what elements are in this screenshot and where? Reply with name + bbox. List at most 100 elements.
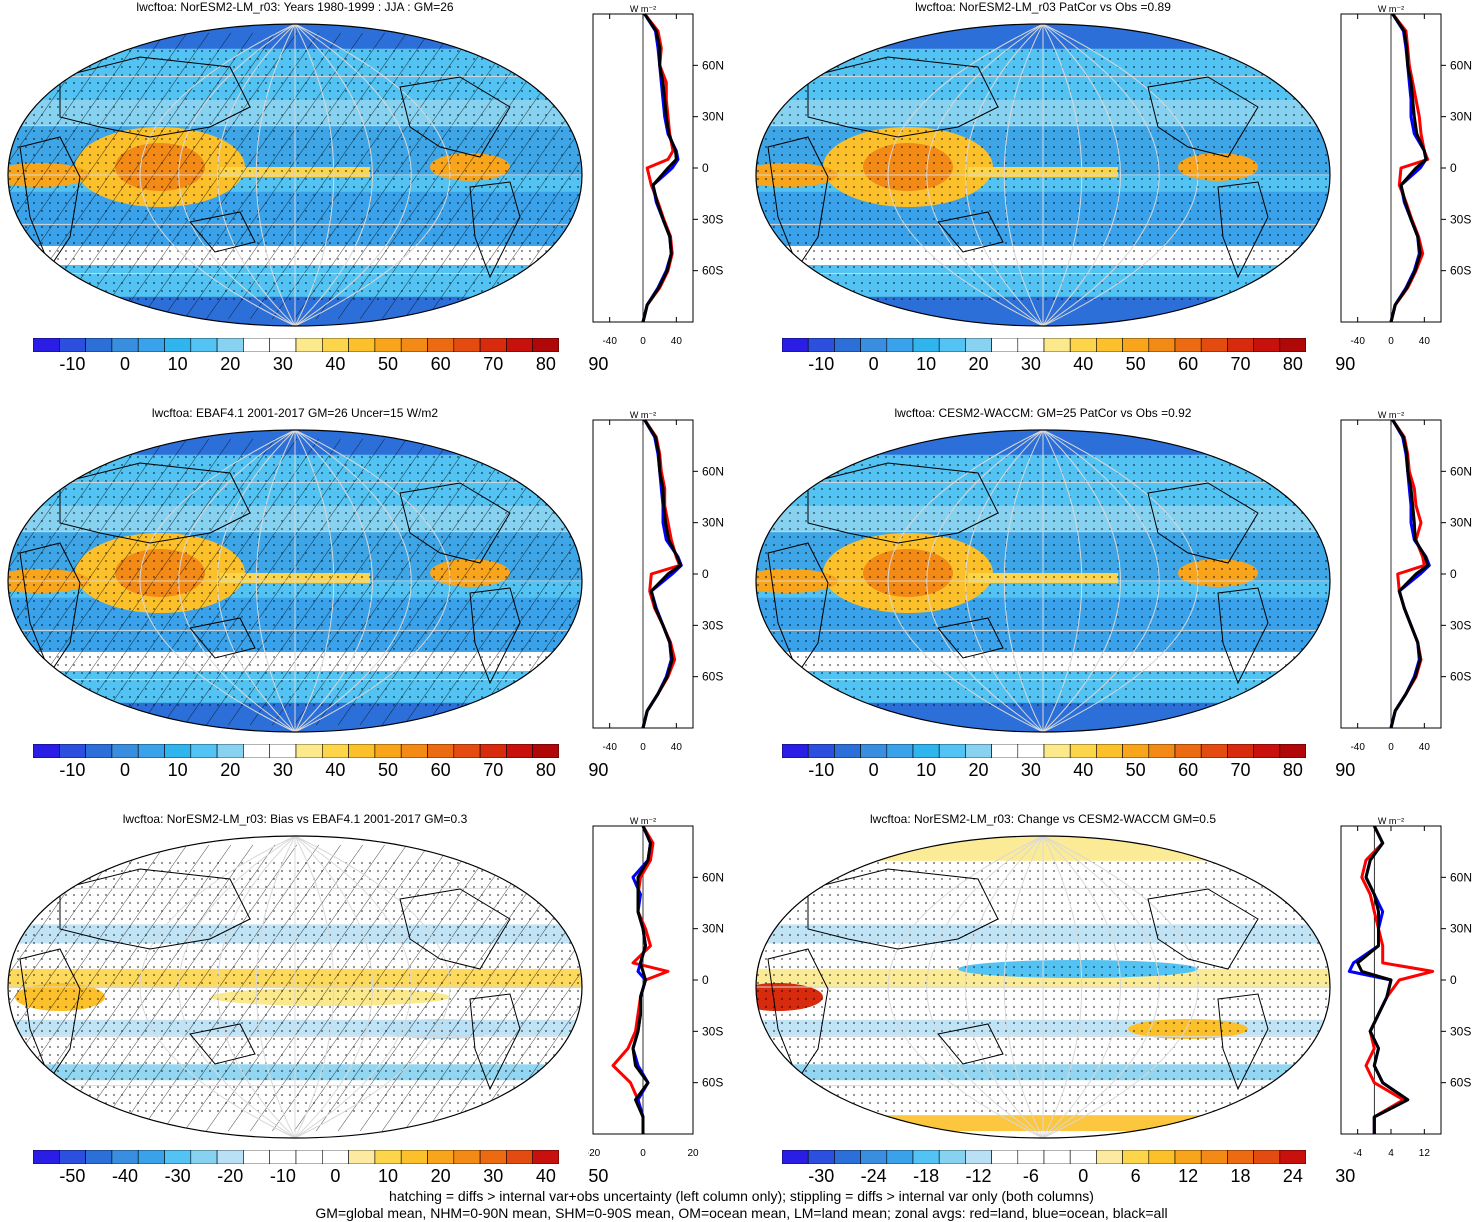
colorbar-swatch xyxy=(137,744,165,758)
panel-title: lwcftoa: EBAF4.1 2001-2017 GM=26 Uncer=1… xyxy=(151,406,439,420)
colorbar-swatch xyxy=(886,1150,914,1164)
colorbar-tick-label: -30 xyxy=(164,1166,191,1186)
x-tick-label: 0 xyxy=(640,1148,646,1159)
colorbar-tick-label: -50 xyxy=(59,1166,86,1186)
colorbar-tick-label: 80 xyxy=(1282,354,1303,374)
zonal-series-land xyxy=(1389,13,1430,323)
colorbar-swatch xyxy=(269,744,297,758)
graticule-lon xyxy=(294,836,335,1138)
coastline xyxy=(189,211,256,253)
colorbar-swatch xyxy=(85,744,113,758)
colorbar-swatch xyxy=(216,338,244,352)
colorbar-tick-label: 18 xyxy=(1230,1166,1251,1186)
panel-3: lwcftoa: CESM2-WACCM: GM=25 PatCor vs Ob… xyxy=(748,406,1483,814)
map-border xyxy=(7,835,583,1139)
zonal-series-land xyxy=(611,825,670,1134)
colorbar-tick-label: 90 xyxy=(1335,354,1356,374)
lat-label: 30S xyxy=(702,212,723,226)
colorbar-swatch xyxy=(1148,338,1176,352)
colorbar-swatch xyxy=(1174,338,1202,352)
graticule-lon xyxy=(926,430,1044,732)
lat-label: 30S xyxy=(1450,618,1471,632)
graticule-lon xyxy=(1003,836,1044,1138)
colorbar-swatch xyxy=(33,1150,60,1164)
colorbar-swatch xyxy=(400,1150,428,1164)
zonal-series-all xyxy=(1389,13,1428,323)
colorbar-tick-label: 50 xyxy=(378,760,399,780)
x-tick-label: 0 xyxy=(1388,742,1394,753)
lat-label: 0 xyxy=(702,567,709,581)
coastline xyxy=(399,482,511,564)
colorbar xyxy=(782,744,1306,758)
coastline xyxy=(937,617,1004,659)
graticule-lon xyxy=(1042,836,1121,1138)
colorbar-swatch xyxy=(243,744,270,758)
lat-label: 60S xyxy=(1450,1076,1471,1090)
zonal-mean-plot: W m⁻² 60N 30N 0 30S 60S -4 4 12 xyxy=(1340,816,1472,1159)
coastline xyxy=(1217,587,1269,685)
map-plot xyxy=(755,23,1331,327)
colorbar-tick-label: 40 xyxy=(325,760,346,780)
colorbar-swatch xyxy=(374,744,402,758)
colorbar-swatch xyxy=(164,744,192,758)
x-tick-label: -20 xyxy=(588,1148,601,1159)
colorbar-tick-label: 30 xyxy=(483,1166,504,1186)
x-tick-label: -40 xyxy=(1350,336,1365,347)
colorbar-swatch xyxy=(295,744,323,758)
colorbar-labels: -30 -24 -18 -12 -6 0 6 12 18 24 30 xyxy=(782,1166,1355,1188)
colorbar-swatch xyxy=(1279,1150,1306,1164)
coastline xyxy=(469,587,521,685)
x-tick-label: 4 xyxy=(1388,1148,1394,1159)
map-border xyxy=(755,835,1331,1139)
colorbar-swatch xyxy=(137,338,165,352)
robinson-map xyxy=(748,423,1338,741)
graticule-lon xyxy=(1042,24,1199,326)
colorbar-swatch xyxy=(453,1150,481,1164)
colorbar-tick-label: 40 xyxy=(535,1166,556,1186)
colorbar-tick-label: 90 xyxy=(588,760,609,780)
colorbar-tick-label: 60 xyxy=(430,354,451,374)
graticule-lon xyxy=(217,24,296,326)
x-tick-label: -40 xyxy=(602,742,617,753)
coastline xyxy=(937,211,1004,253)
zonal-units-label: W m⁻² xyxy=(1378,816,1404,826)
colorbar-swatch xyxy=(190,744,218,758)
lat-label: 60N xyxy=(702,870,724,884)
graticule-lon xyxy=(1042,836,1199,1138)
colorbar-swatch xyxy=(216,1150,244,1164)
colorbar-swatch xyxy=(1148,744,1176,758)
graticule-lon xyxy=(178,24,296,326)
lat-label: 30N xyxy=(1450,110,1472,124)
colorbar-swatch xyxy=(991,338,1019,352)
colorbar-tick-label: -12 xyxy=(965,1166,992,1186)
colorbar-tick-label: 50 xyxy=(378,354,399,374)
graticule-lon xyxy=(255,836,296,1138)
colorbar-swatch xyxy=(1122,744,1150,758)
robinson-map xyxy=(748,829,1338,1147)
colorbar-tick-label: -10 xyxy=(269,1166,296,1186)
colorbar-tick-label: 10 xyxy=(378,1166,399,1186)
graticule-lon xyxy=(178,836,296,1138)
robinson-map xyxy=(0,17,590,335)
colorbar-tick-label: 0 xyxy=(120,354,131,374)
colorbar-swatch xyxy=(1200,338,1228,352)
zonal-units-label: W m⁻² xyxy=(1378,4,1404,14)
lat-label: 60N xyxy=(702,464,724,478)
colorbar-swatch xyxy=(834,338,861,352)
colorbar-labels: -10 0 10 20 30 40 50 60 70 80 90 xyxy=(782,354,1355,376)
colorbar-swatch xyxy=(1017,744,1045,758)
colorbar-swatch xyxy=(111,338,139,352)
colorbar-tick-label: 70 xyxy=(1230,354,1251,374)
graticule-lon xyxy=(217,430,296,732)
lat-label: 30S xyxy=(1450,212,1471,226)
coastline xyxy=(399,76,511,158)
colorbar-swatch xyxy=(321,744,349,758)
colorbar-tick-label: 0 xyxy=(330,1166,341,1186)
lat-label: 0 xyxy=(1450,567,1457,581)
colorbar-labels: -50 -40 -30 -20 -10 0 10 20 30 40 50 xyxy=(33,1166,608,1188)
colorbar-labels: -10 0 10 20 30 40 50 60 70 80 90 xyxy=(33,354,608,376)
lat-label: 60N xyxy=(1450,464,1472,478)
lat-label: 30S xyxy=(702,618,723,632)
colorbar-swatch xyxy=(427,338,455,352)
colorbar-swatch xyxy=(807,1150,835,1164)
